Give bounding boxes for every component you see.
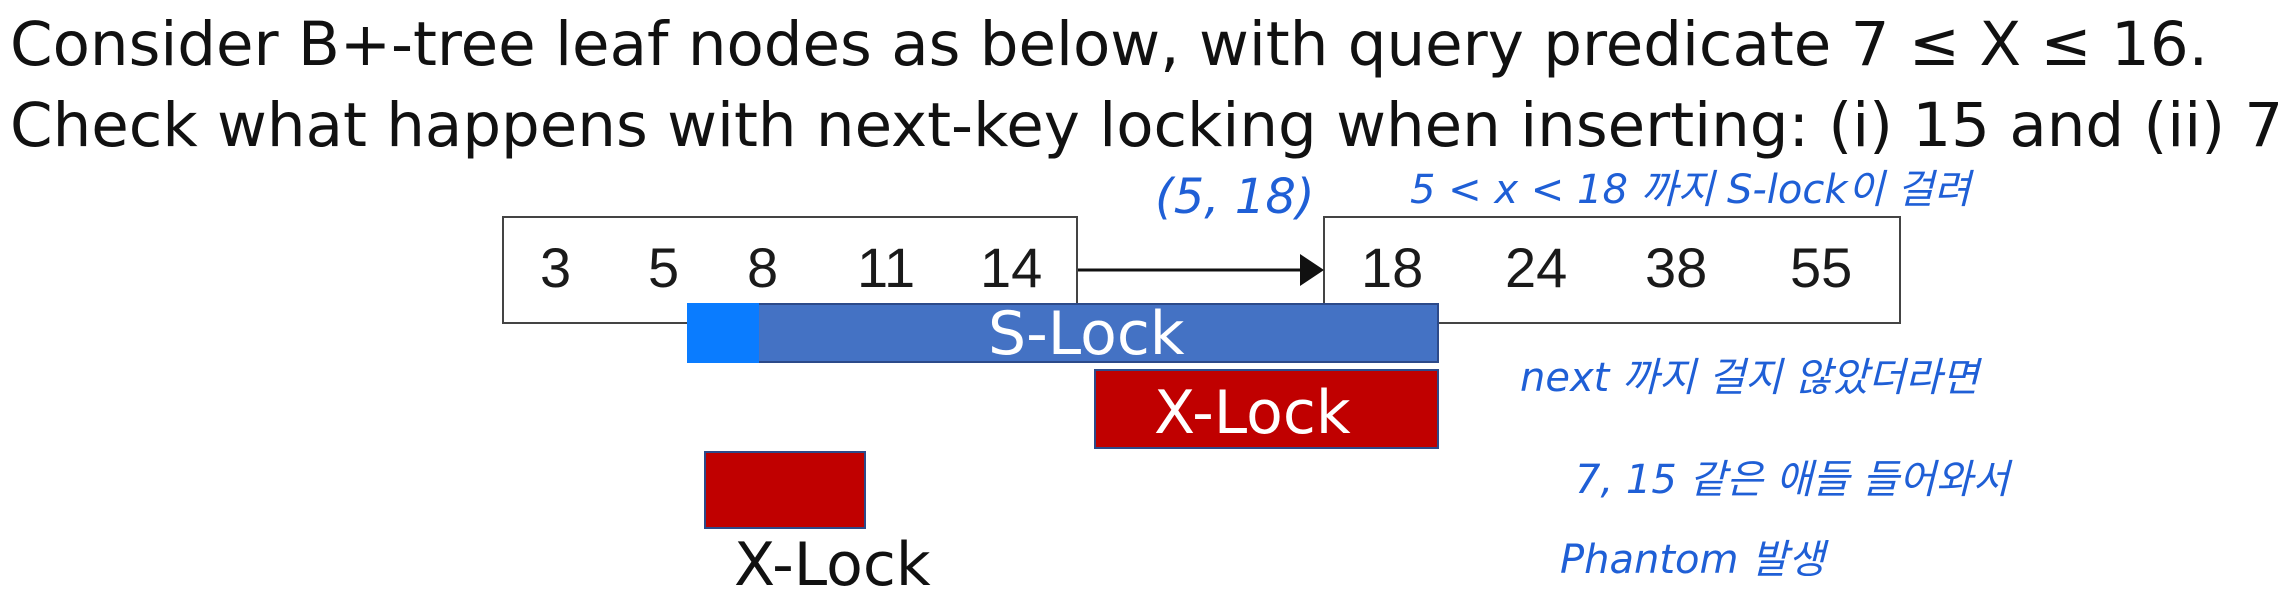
leaf-key: 18 xyxy=(1361,236,1424,299)
leaf-key: 55 xyxy=(1790,236,1853,299)
x-lock-bar-left xyxy=(704,451,866,529)
leaf-key: 38 xyxy=(1645,236,1708,299)
handwritten-next-note: next 까지 걸지 않았더라면 xyxy=(1520,355,1979,401)
leaf-key: 24 xyxy=(1505,236,1568,299)
s-lock-label: S-Lock xyxy=(988,299,1185,369)
s-lock-bar xyxy=(687,303,1439,363)
leaf-key: 5 xyxy=(648,236,680,299)
handwritten-insert-note: 7, 15 같은 애들 들어와서 xyxy=(1575,457,2010,503)
handwritten-lock-range-note: 5 < x < 18 까지 S-lock이 걸려 xyxy=(1410,167,1971,213)
handwritten-range-note: (5, 18) xyxy=(1155,169,1315,225)
leaf-key: 14 xyxy=(980,236,1043,299)
x-lock-label-left: X-Lock xyxy=(734,530,931,600)
leaf-key: 8 xyxy=(747,236,779,299)
question-line-2: Check what happens with next-key locking… xyxy=(10,90,2284,161)
question-line-1: Consider B+-tree leaf nodes as below, wi… xyxy=(10,9,2209,80)
x-lock-bar-right xyxy=(1094,369,1439,449)
handwritten-phantom-note: Phantom 발생 xyxy=(1560,537,1825,583)
leaf-key: 3 xyxy=(540,236,572,299)
leaf-key: 11 xyxy=(857,236,916,299)
s-lock-next-key-segment xyxy=(687,303,759,363)
x-lock-label-right: X-Lock xyxy=(1154,378,1351,448)
